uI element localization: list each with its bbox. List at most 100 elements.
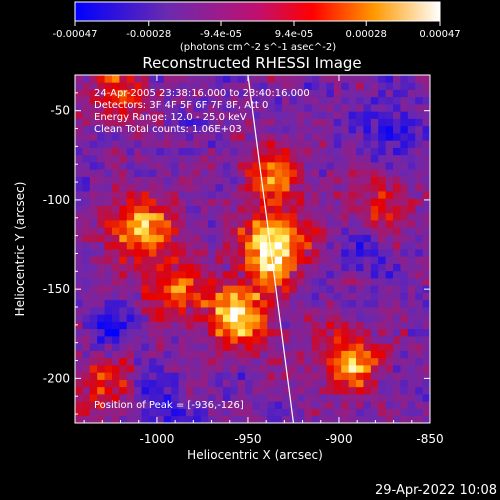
heatmap-cell [341, 104, 350, 112]
heatmap-cell [363, 96, 372, 105]
heatmap-cell [356, 205, 364, 214]
heatmap-cell [289, 133, 298, 141]
heatmap-cell [111, 263, 120, 272]
heatmap-cell [185, 82, 194, 90]
heatmap-cell [185, 89, 194, 98]
heatmap-cell [311, 96, 320, 105]
heatmap-cell [237, 140, 246, 148]
heatmap-cell [407, 263, 416, 272]
heatmap-cell [104, 169, 113, 177]
heatmap-cell [148, 256, 157, 264]
heatmap-cell [82, 234, 91, 243]
heatmap-cell [259, 241, 268, 250]
heatmap-cell [215, 125, 224, 134]
heatmap-cell [156, 241, 165, 250]
heatmap-cell [415, 357, 424, 366]
heatmap-cell [104, 154, 113, 163]
heatmap-cell [163, 241, 172, 250]
heatmap-cell [356, 104, 364, 112]
heatmap-cell [230, 183, 239, 192]
heatmap-cell [252, 241, 261, 250]
heatmap-cell [148, 154, 157, 163]
heatmap-cell [237, 386, 246, 395]
heatmap-cell [267, 82, 276, 90]
heatmap-cell [104, 394, 113, 402]
heatmap-cell [363, 328, 372, 337]
heatmap-cell [415, 147, 424, 156]
heatmap-cell [119, 256, 128, 264]
heatmap-cell [134, 183, 142, 192]
heatmap-cell [171, 307, 179, 315]
heatmap-cell [348, 379, 357, 388]
heatmap-cell [311, 75, 320, 83]
heatmap-cell [163, 82, 172, 90]
heatmap-cell [200, 198, 209, 206]
heatmap-cell [148, 386, 157, 395]
heatmap-cell [119, 307, 128, 315]
heatmap-cell [370, 328, 379, 337]
heatmap-cell [156, 133, 165, 141]
heatmap-cell [267, 372, 276, 380]
heatmap-cell [363, 162, 372, 170]
heatmap-cell [193, 263, 202, 272]
heatmap-cell [200, 147, 209, 156]
heatmap-cell [89, 415, 98, 423]
heatmap-cell [215, 227, 224, 235]
heatmap-cell [215, 270, 224, 279]
heatmap-cell [385, 133, 394, 141]
colorbar-tick-label: 0.00047 [419, 29, 460, 40]
heatmap-cell [363, 408, 372, 417]
heatmap-cell [341, 75, 350, 83]
heatmap-cell [356, 365, 364, 373]
heatmap-cell [267, 205, 276, 214]
heatmap-cell [200, 343, 209, 351]
heatmap-cell [208, 336, 216, 344]
heatmap-cell [282, 415, 290, 423]
heatmap-cell [82, 212, 91, 221]
heatmap-cell [200, 104, 209, 112]
heatmap-cell [407, 220, 416, 228]
heatmap-cell [111, 183, 120, 192]
heatmap-cell [296, 111, 305, 119]
heatmap-cell [126, 241, 135, 250]
heatmap-cell [75, 183, 83, 192]
heatmap-cell [400, 212, 409, 221]
heatmap-cell [222, 307, 231, 315]
heatmap-cell [274, 118, 283, 127]
heatmap-cell [237, 278, 246, 286]
heatmap-cell [341, 401, 350, 409]
heatmap-cell [171, 212, 179, 221]
heatmap-cell [237, 147, 246, 156]
heatmap-cell [171, 357, 179, 366]
heatmap-cell [237, 241, 246, 250]
heatmap-cell [230, 350, 239, 359]
heatmap-cell [89, 299, 98, 308]
heatmap-cell [222, 408, 231, 417]
heatmap-cell [171, 386, 179, 395]
heatmap-cell [237, 104, 246, 112]
heatmap-cell [259, 270, 268, 279]
heatmap-cell [215, 133, 224, 141]
heatmap-cell [178, 314, 187, 322]
heatmap-cell [185, 198, 194, 206]
heatmap-cell [89, 307, 98, 315]
heatmap-cell [378, 234, 387, 243]
heatmap-cell [326, 336, 335, 344]
heatmap-cell [215, 365, 224, 373]
heatmap-cell [311, 220, 320, 228]
heatmap-cell [333, 104, 342, 112]
heatmap-cell [111, 205, 120, 214]
annotation-energy-range: Energy Range: 12.0 - 25.0 keV [94, 112, 247, 123]
heatmap-cell [296, 292, 305, 301]
heatmap-cell [119, 75, 128, 83]
heatmap-cell [304, 89, 313, 98]
heatmap-cell [156, 285, 165, 293]
heatmap-cell [178, 118, 187, 127]
heatmap-cell [156, 118, 165, 127]
heatmap-cell [126, 249, 135, 257]
heatmap-cell [171, 328, 179, 337]
heatmap-cell [97, 314, 105, 322]
heatmap-cell [415, 263, 424, 272]
heatmap-cell [296, 191, 305, 199]
heatmap-cell [222, 82, 231, 90]
